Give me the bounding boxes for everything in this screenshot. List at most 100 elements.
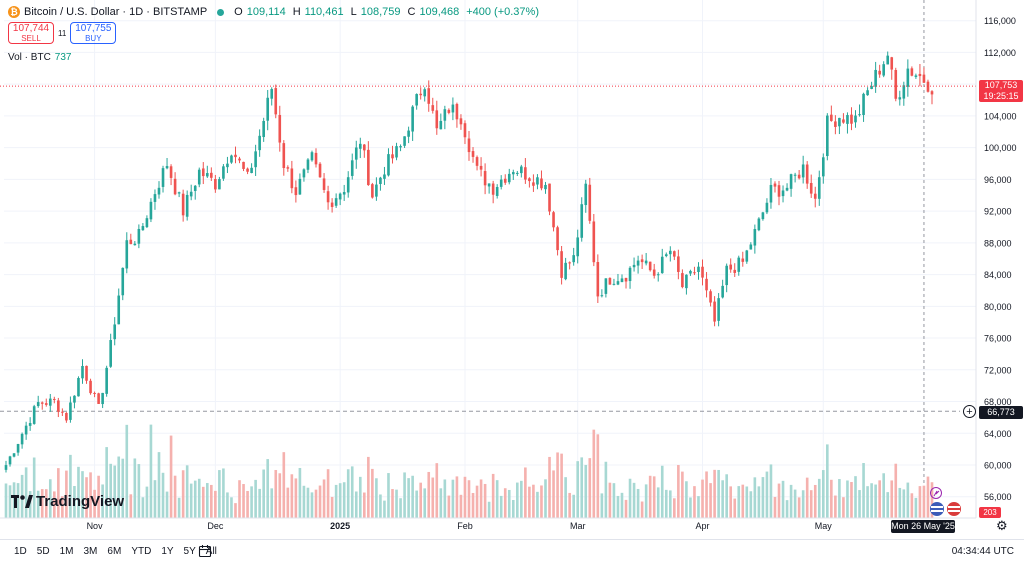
add-alert-icon[interactable]: + <box>963 405 976 418</box>
candle-body <box>455 103 459 120</box>
volume-bar <box>77 466 80 518</box>
volume-bar <box>125 424 129 518</box>
volume-bar <box>415 490 418 518</box>
y-tick-label: 64,000 <box>984 429 1012 439</box>
candle-body <box>737 257 741 272</box>
candle-body <box>270 89 274 99</box>
candle-body <box>644 260 648 264</box>
candle-body <box>197 169 201 185</box>
candle-body <box>8 456 12 465</box>
volume-bar <box>129 494 133 518</box>
volume-bar <box>765 471 769 518</box>
volume-bar <box>793 489 797 518</box>
volume-bar <box>145 486 149 518</box>
calendar-icon[interactable] <box>198 544 212 558</box>
volume-bar <box>455 476 459 518</box>
chart-settings-gear-icon[interactable]: ⚙ <box>996 518 1008 533</box>
range-1y[interactable]: 1Y <box>161 546 174 557</box>
range-1d[interactable]: 1D <box>14 546 27 557</box>
volume-bar <box>785 500 789 518</box>
candle-body <box>125 240 129 269</box>
candle-body <box>588 184 592 221</box>
tradingview-logo[interactable]: TradingView <box>11 493 124 510</box>
candle-body <box>238 158 241 161</box>
candle-body <box>342 192 346 195</box>
sell-label: SELL <box>21 34 41 43</box>
candle-body <box>153 194 157 202</box>
candle-body <box>817 177 821 199</box>
y-tick-label: 88,000 <box>984 238 1012 248</box>
candle-body <box>242 161 245 169</box>
candle-body <box>109 340 112 367</box>
volume-bar <box>713 469 716 518</box>
volume-bar <box>153 480 157 518</box>
volume-bar <box>596 434 600 518</box>
volume-bar <box>379 494 382 518</box>
range-6m[interactable]: 6M <box>107 546 122 557</box>
volume-bar <box>737 486 741 518</box>
volume-bar <box>592 429 596 518</box>
volume-bars <box>4 424 934 518</box>
us-flag-icon <box>930 502 944 516</box>
range-ytd[interactable]: YTD <box>131 546 152 557</box>
volume-bar <box>584 464 588 518</box>
volume-bar <box>371 468 374 518</box>
tradingview-logo-text: TradingView <box>36 493 125 510</box>
range-5d[interactable]: 5D <box>36 546 50 557</box>
economic-events-icon[interactable] <box>928 485 964 519</box>
candle-body <box>532 182 535 186</box>
volume-bar <box>842 497 845 518</box>
candle-body <box>576 237 580 257</box>
price-chart[interactable]: 56,000 60,000 64,000 68,000 72,000 76,000 80,0… <box>0 0 1024 539</box>
volume-bar <box>741 484 745 518</box>
volume-bar <box>548 456 551 518</box>
volume-bar <box>898 487 902 518</box>
symbol-legend[interactable]: ₿ Bitcoin / U.S. Dollar · 1D · BITSTAMP … <box>8 6 542 18</box>
volume-bar <box>419 482 422 518</box>
high-value: 110,461 <box>304 6 344 18</box>
volume-bar <box>254 479 257 518</box>
candle-body <box>371 184 374 198</box>
volume-bar <box>137 464 141 518</box>
bar-countdown: 19:25:15 <box>983 91 1019 101</box>
candle-body <box>564 262 567 280</box>
candle-body <box>214 179 217 190</box>
volume-bar <box>8 485 12 518</box>
volume-bar <box>536 491 539 518</box>
candle-body <box>278 114 282 143</box>
volume-bar <box>886 492 890 518</box>
volume-bar <box>222 468 225 518</box>
candle-body <box>165 166 169 169</box>
y-tick-label: 112,000 <box>984 48 1016 58</box>
candle-body <box>878 70 881 75</box>
y-tick-label: 72,000 <box>984 365 1012 375</box>
tradingview-logo-icon <box>11 495 33 508</box>
utc-clock[interactable]: 04:34:44 UTC <box>951 546 1014 557</box>
candle-body <box>741 258 745 262</box>
volume-bar <box>685 481 688 518</box>
candle-body <box>475 157 479 166</box>
candle-body <box>226 163 229 168</box>
candle-body <box>266 97 270 121</box>
candle-body <box>729 264 733 270</box>
candle-body <box>656 274 660 276</box>
candle-body <box>137 228 141 244</box>
volume-bar <box>520 480 523 518</box>
volume-value: 737 <box>54 52 72 63</box>
volume-bar <box>278 473 282 518</box>
buy-button[interactable]: 107,755 BUY <box>70 22 117 44</box>
candle-body <box>407 130 410 137</box>
volume-bar <box>475 485 479 518</box>
candle-body <box>713 301 716 322</box>
range-5y[interactable]: 5Y <box>183 546 196 557</box>
range-all[interactable]: All <box>205 546 217 557</box>
volume-bar <box>797 497 801 518</box>
candle-body <box>689 270 692 274</box>
volume-bar <box>733 498 737 518</box>
range-1m[interactable]: 1M <box>59 546 74 557</box>
sell-button[interactable]: 107,744 SELL <box>8 22 54 44</box>
range-3m[interactable]: 3M <box>83 546 98 557</box>
volume-legend[interactable]: Vol · BTC 737 <box>8 52 71 63</box>
candle-body <box>495 187 499 196</box>
volume-bar <box>205 483 209 518</box>
